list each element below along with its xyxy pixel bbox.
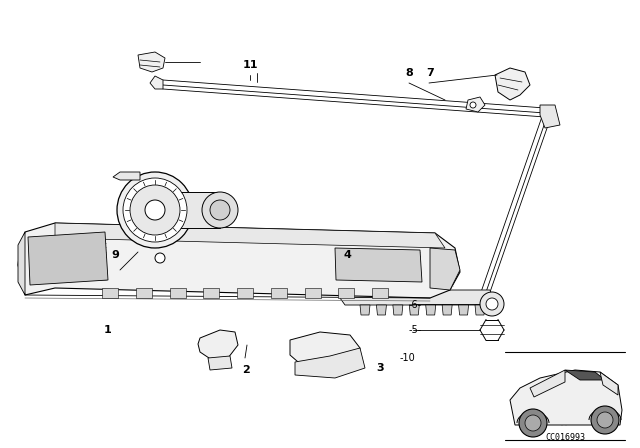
Polygon shape	[495, 68, 530, 100]
Polygon shape	[305, 288, 321, 298]
Polygon shape	[28, 232, 108, 285]
Circle shape	[130, 185, 180, 235]
Polygon shape	[102, 288, 118, 298]
Text: 9: 9	[111, 250, 119, 260]
Circle shape	[145, 200, 165, 220]
Polygon shape	[510, 370, 622, 425]
Polygon shape	[55, 223, 445, 248]
Polygon shape	[150, 76, 163, 89]
Polygon shape	[565, 370, 605, 380]
Circle shape	[470, 102, 476, 108]
Circle shape	[519, 409, 547, 437]
Polygon shape	[600, 372, 618, 395]
Text: CC016993: CC016993	[545, 432, 585, 441]
Circle shape	[210, 200, 230, 220]
Circle shape	[155, 253, 165, 263]
Polygon shape	[530, 370, 565, 397]
Polygon shape	[170, 288, 186, 298]
Polygon shape	[340, 290, 495, 305]
Polygon shape	[295, 348, 365, 378]
Polygon shape	[204, 288, 220, 298]
Polygon shape	[237, 288, 253, 298]
Polygon shape	[290, 332, 360, 372]
Text: 4: 4	[343, 250, 351, 260]
Text: -10: -10	[399, 353, 415, 363]
Polygon shape	[410, 305, 419, 315]
Text: -5-: -5-	[408, 325, 422, 335]
Polygon shape	[376, 305, 387, 315]
Polygon shape	[18, 223, 460, 298]
Circle shape	[525, 415, 541, 431]
Text: 3: 3	[376, 363, 384, 373]
Polygon shape	[208, 356, 232, 370]
Polygon shape	[540, 105, 560, 128]
Polygon shape	[426, 305, 436, 315]
Polygon shape	[136, 288, 152, 298]
Circle shape	[123, 178, 187, 242]
Polygon shape	[360, 305, 370, 315]
Polygon shape	[442, 305, 452, 315]
Text: -6-: -6-	[408, 300, 422, 310]
Circle shape	[480, 292, 504, 316]
Polygon shape	[466, 97, 485, 112]
Circle shape	[202, 192, 238, 228]
Polygon shape	[372, 288, 388, 298]
Polygon shape	[113, 172, 140, 180]
Text: 8: 8	[405, 68, 413, 78]
Polygon shape	[475, 305, 485, 315]
Polygon shape	[459, 305, 468, 315]
Polygon shape	[271, 288, 287, 298]
Text: 2: 2	[242, 365, 250, 375]
Circle shape	[591, 406, 619, 434]
Circle shape	[117, 172, 193, 248]
Polygon shape	[198, 330, 238, 360]
Circle shape	[486, 298, 498, 310]
Polygon shape	[335, 248, 422, 282]
Polygon shape	[18, 232, 25, 295]
Text: 1: 1	[104, 325, 112, 335]
Polygon shape	[165, 192, 220, 228]
Polygon shape	[393, 305, 403, 315]
Text: 11: 11	[243, 60, 258, 70]
Polygon shape	[339, 288, 355, 298]
Polygon shape	[430, 248, 460, 290]
Circle shape	[597, 412, 613, 428]
Text: 7: 7	[426, 68, 434, 78]
Polygon shape	[138, 52, 165, 72]
